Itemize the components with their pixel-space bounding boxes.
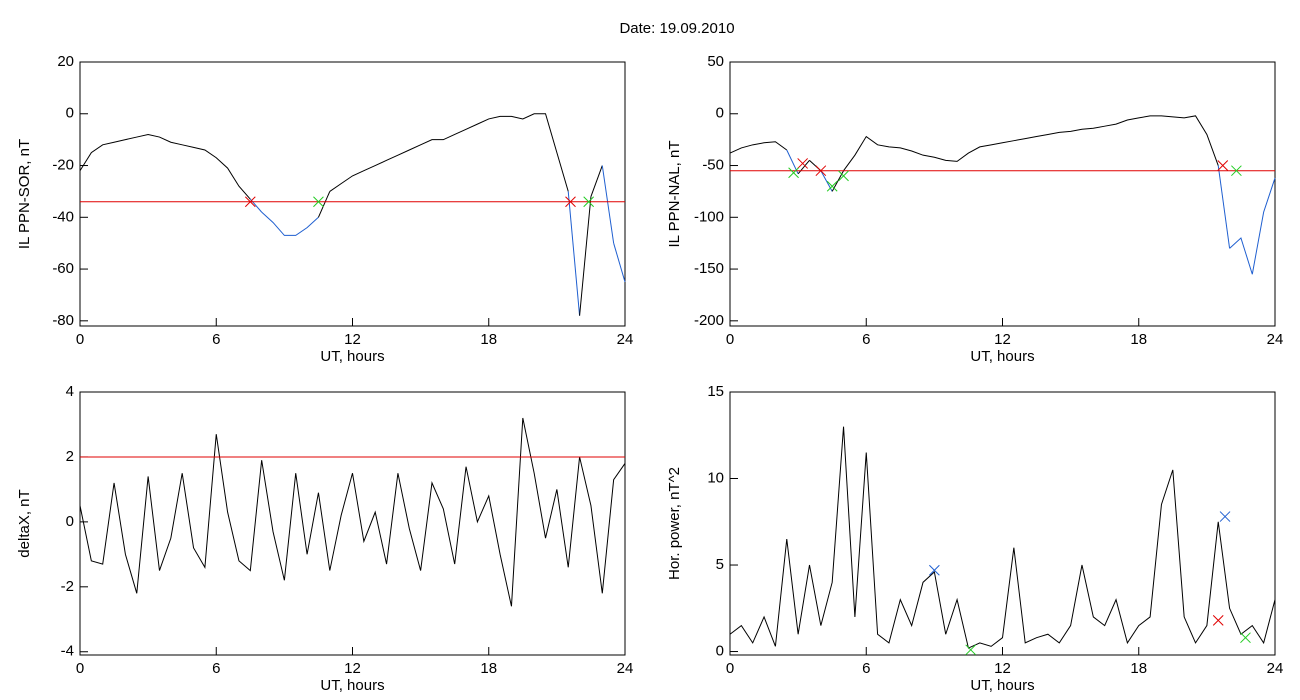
cross-marker bbox=[929, 564, 940, 576]
y-axis-label: Hor. power, nT^2 bbox=[666, 467, 683, 580]
y-tick-label: -4 bbox=[61, 643, 74, 660]
x-axis-label: UT, hours bbox=[320, 348, 384, 365]
x-tick-label: 24 bbox=[1267, 660, 1284, 677]
x-axis-label: UT, hours bbox=[970, 677, 1034, 694]
x-tick-label: 18 bbox=[1130, 660, 1147, 677]
cross-marker bbox=[826, 180, 838, 192]
data-line bbox=[1229, 177, 1276, 275]
cross-marker bbox=[797, 158, 809, 169]
x-tick-label: 12 bbox=[344, 331, 361, 348]
y-tick-label: -100 bbox=[694, 208, 724, 225]
cross-marker bbox=[1212, 615, 1224, 626]
x-tick-label: 12 bbox=[994, 331, 1011, 348]
x-tick-label: 12 bbox=[994, 660, 1011, 677]
x-tick-label: 0 bbox=[726, 331, 734, 348]
x-tick-label: 6 bbox=[862, 331, 870, 348]
y-tick-label: 50 bbox=[707, 53, 724, 70]
y-tick-label: -80 bbox=[52, 312, 74, 329]
cross-marker bbox=[244, 196, 256, 208]
data-line bbox=[79, 133, 251, 200]
data-line bbox=[613, 243, 626, 283]
y-tick-label: 4 bbox=[66, 383, 74, 400]
connector bbox=[249, 198, 263, 213]
plot-frame bbox=[729, 391, 1276, 656]
y-tick-label: 10 bbox=[707, 469, 724, 486]
cross-marker bbox=[965, 644, 977, 656]
y-tick-label: -20 bbox=[52, 156, 74, 173]
y-tick-label: 0 bbox=[716, 643, 724, 660]
y-axis-label: IL PPN-SOR, nT bbox=[16, 139, 33, 249]
x-tick-label: 18 bbox=[480, 331, 497, 348]
y-axis-label: deltaX, nT bbox=[16, 489, 33, 557]
x-tick-label: 24 bbox=[617, 331, 634, 348]
y-tick-label: -2 bbox=[61, 578, 74, 595]
connector bbox=[317, 191, 331, 218]
y-tick-label: -40 bbox=[52, 208, 74, 225]
y-tick-label: 0 bbox=[66, 105, 74, 122]
x-tick-label: 24 bbox=[617, 660, 634, 677]
cross-marker bbox=[815, 165, 827, 177]
connector bbox=[567, 191, 581, 316]
x-tick-label: 6 bbox=[212, 331, 220, 348]
x-axis-label: UT, hours bbox=[320, 677, 384, 694]
y-tick-label: 20 bbox=[57, 53, 74, 70]
x-tick-label: 18 bbox=[480, 660, 497, 677]
cross-marker bbox=[313, 196, 324, 208]
data-line bbox=[79, 417, 626, 607]
x-tick-label: 12 bbox=[344, 660, 361, 677]
connector bbox=[601, 165, 615, 244]
cross-marker bbox=[838, 170, 849, 182]
y-tick-label: -60 bbox=[52, 260, 74, 277]
y-tick-label: 15 bbox=[707, 383, 724, 400]
x-tick-label: 6 bbox=[212, 660, 220, 677]
cross-marker bbox=[1240, 632, 1251, 644]
connector bbox=[797, 160, 810, 175]
plot-frame bbox=[79, 61, 626, 327]
cross-marker bbox=[565, 196, 576, 208]
data-line bbox=[729, 141, 788, 154]
y-tick-label: -50 bbox=[702, 156, 724, 173]
y-axis-label: IL PPN-NAL, nT bbox=[666, 141, 683, 248]
cross-marker bbox=[583, 196, 595, 208]
x-axis-label: UT, hours bbox=[970, 348, 1034, 365]
connector bbox=[1217, 165, 1231, 249]
cross-marker bbox=[1231, 165, 1242, 177]
y-tick-label: 0 bbox=[716, 105, 724, 122]
y-tick-label: 0 bbox=[66, 513, 74, 530]
y-tick-label: 5 bbox=[716, 556, 724, 573]
x-tick-label: 18 bbox=[1130, 331, 1147, 348]
x-tick-label: 24 bbox=[1267, 331, 1284, 348]
cross-marker bbox=[1219, 511, 1231, 522]
x-tick-label: 0 bbox=[76, 660, 84, 677]
connector bbox=[579, 196, 592, 316]
y-tick-label: -150 bbox=[694, 260, 724, 277]
figure-title: Date: 19.09.2010 bbox=[619, 20, 734, 37]
y-tick-label: -200 bbox=[694, 312, 724, 329]
plot-frame bbox=[729, 61, 1276, 327]
data-line bbox=[843, 115, 1219, 172]
x-tick-label: 0 bbox=[726, 660, 734, 677]
x-tick-label: 0 bbox=[76, 331, 84, 348]
x-tick-label: 6 bbox=[862, 660, 870, 677]
y-tick-label: 2 bbox=[66, 448, 74, 465]
data-line bbox=[329, 113, 569, 192]
data-line bbox=[261, 211, 319, 236]
cross-marker bbox=[788, 167, 799, 179]
data-line bbox=[590, 165, 603, 197]
data-line bbox=[729, 426, 1276, 649]
cross-marker bbox=[1217, 160, 1229, 171]
